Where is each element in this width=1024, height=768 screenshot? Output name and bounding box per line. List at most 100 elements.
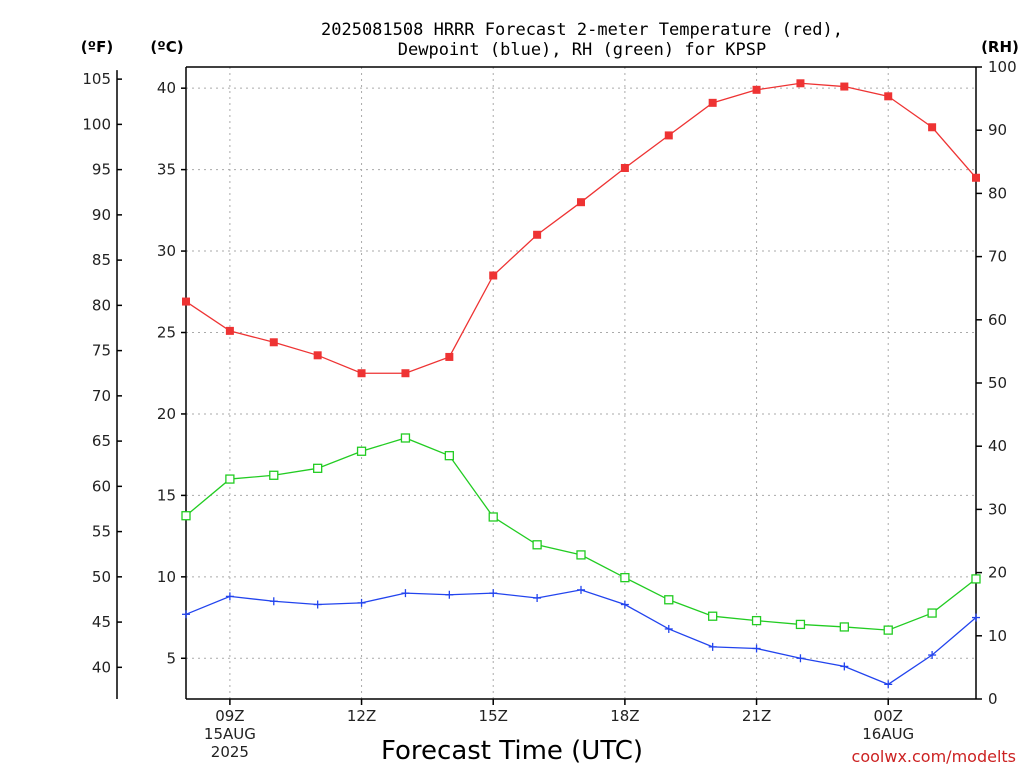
celsius-tick-label: 10 [157, 568, 176, 586]
temperature-point [313, 351, 322, 360]
dewpoint-point [489, 589, 498, 598]
temperature-point [182, 297, 190, 306]
fahrenheit-tick-label: 105 [82, 70, 111, 88]
rh-point [269, 470, 279, 480]
fahrenheit-tick-label: 70 [92, 387, 111, 405]
rh-unit-label: (RH) [981, 38, 1019, 56]
series-rh [181, 433, 981, 635]
temperature-point [928, 123, 937, 132]
dewpoint-point [928, 651, 937, 660]
temperature-point [577, 198, 585, 207]
fahrenheit-tick-label: 80 [92, 296, 111, 314]
fahrenheit-unit-label: (ºF) [81, 38, 113, 56]
temperature-point [489, 271, 498, 280]
temperature-point [708, 98, 717, 107]
temperature-point [752, 85, 761, 94]
rh-point [444, 451, 454, 461]
rh-tick-label: 70 [988, 248, 1007, 266]
dewpoint-point [664, 624, 673, 633]
rh-tick-label: 60 [988, 311, 1007, 329]
rh-point [356, 446, 367, 456]
rh-point [664, 595, 674, 605]
dewpoint-point [796, 654, 805, 663]
axes [116, 66, 982, 705]
rh-point [532, 540, 542, 550]
temperature-point [972, 173, 980, 182]
x-tick-label: 09Z [215, 707, 244, 725]
dewpoint-point [182, 610, 190, 619]
rh-point [883, 625, 893, 635]
rh-tick-label: 0 [988, 690, 998, 708]
fahrenheit-tick-label: 50 [92, 568, 111, 586]
x-tick-label: 2025 [211, 743, 249, 761]
fahrenheit-tick-label: 90 [92, 206, 111, 224]
celsius-tick-label: 30 [157, 242, 176, 260]
rh-tick-label: 100 [988, 58, 1017, 76]
fahrenheit-tick-label: 45 [92, 613, 111, 631]
fahrenheit-tick-label: 100 [82, 115, 111, 133]
temperature-point [796, 79, 805, 88]
dewpoint-point [533, 594, 542, 603]
fahrenheit-tick-label: 55 [92, 523, 111, 541]
temperature-point [620, 163, 629, 172]
dewpoint-point [269, 597, 278, 606]
x-tick-label: 21Z [742, 707, 771, 725]
dewpoint-point [225, 592, 234, 601]
rh-point [181, 511, 191, 521]
series-dewpoint [182, 585, 980, 689]
rh-point [576, 550, 586, 560]
dewpoint-point [445, 590, 454, 599]
fahrenheit-tick-label: 40 [92, 658, 111, 676]
x-tick-label: 15Z [479, 707, 508, 725]
dewpoint-point [884, 680, 893, 689]
dewpoint-point [401, 589, 410, 598]
temperature-point [840, 82, 849, 91]
fahrenheit-tick-label: 85 [92, 251, 111, 269]
series-line-dewpoint [185, 589, 977, 686]
tick-labels: 4045505560657075808590951001055101520253… [82, 58, 1016, 761]
temperature-point [269, 338, 278, 347]
rh-point [927, 608, 937, 618]
fahrenheit-tick-label: 95 [92, 161, 111, 179]
celsius-tick-label: 40 [157, 79, 176, 97]
dewpoint-point [620, 600, 629, 609]
celsius-tick-label: 20 [157, 405, 176, 423]
chart-title-line-2: Dewpoint (blue), RH (green) for KPSP [398, 40, 766, 60]
fahrenheit-tick-label: 75 [92, 342, 111, 360]
fahrenheit-tick-label: 65 [92, 432, 111, 450]
celsius-tick-label: 35 [157, 161, 176, 179]
temperature-point [401, 369, 410, 378]
dewpoint-point [752, 644, 761, 653]
rh-tick-label: 90 [988, 121, 1007, 139]
celsius-tick-label: 25 [157, 324, 176, 342]
rh-tick-label: 30 [988, 500, 1007, 518]
temperature-point [357, 369, 366, 378]
x-axis-label: Forecast Time (UTC) [381, 736, 643, 766]
series-line-rh [185, 437, 977, 631]
rh-point [488, 512, 498, 522]
dewpoint-point [840, 662, 849, 671]
rh-tick-label: 40 [988, 437, 1007, 455]
celsius-unit-label: (ºC) [150, 38, 183, 56]
credit-text: coolwx.com/modelts [852, 747, 1016, 766]
temperature-point [884, 92, 893, 101]
temperature-point [664, 131, 673, 140]
rh-point [313, 463, 323, 473]
temperature-point [533, 230, 542, 239]
rh-point [795, 619, 806, 630]
dewpoint-point [708, 642, 717, 651]
rh-point [839, 622, 849, 632]
data-series [181, 79, 981, 689]
dewpoint-point [972, 613, 980, 622]
rh-tick-label: 80 [988, 184, 1007, 202]
x-tick-label: 15AUG [204, 725, 256, 743]
temperature-point [445, 352, 454, 361]
series-line-temperature [185, 82, 977, 374]
x-tick-label: 18Z [610, 707, 639, 725]
rh-point [400, 433, 411, 443]
rh-tick-label: 50 [988, 374, 1007, 392]
celsius-tick-label: 5 [166, 649, 176, 667]
chart-title-line-1: 2025081508 HRRR Forecast 2-meter Tempera… [321, 20, 843, 40]
rh-tick-label: 20 [988, 564, 1007, 582]
